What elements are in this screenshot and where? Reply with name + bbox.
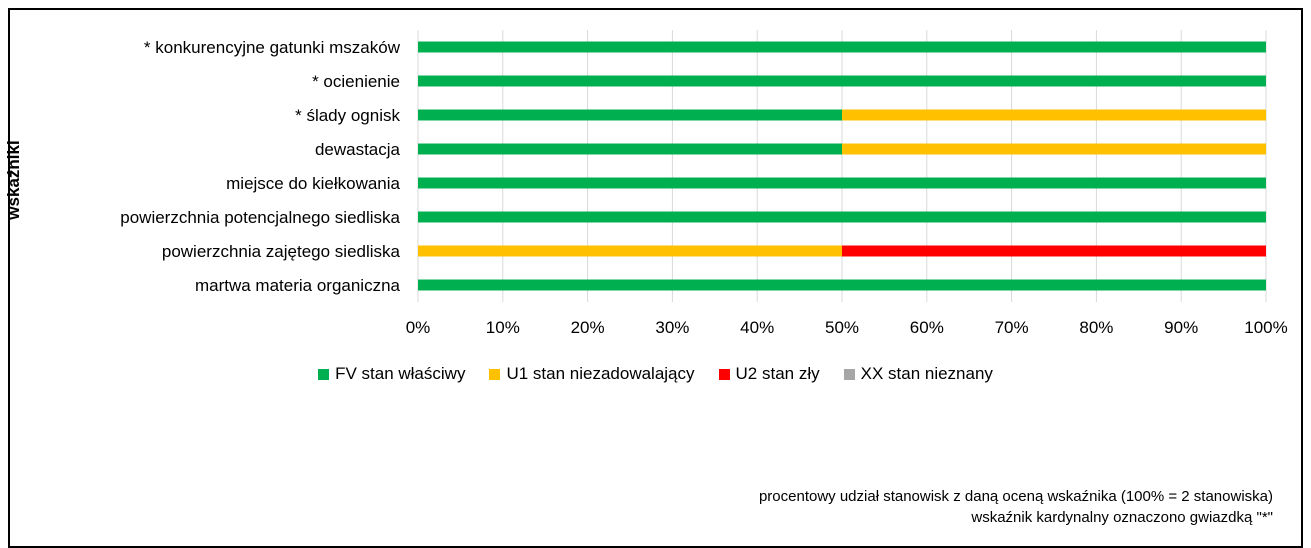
x-tick-label: 30%: [655, 318, 689, 337]
category-label: miejsce do kiełkowania: [226, 174, 400, 193]
legend-item: XX stan nieznany: [843, 364, 993, 384]
category-label: * konkurencyjne gatunki mszaków: [144, 38, 401, 57]
legend-item: FV stan właściwy: [318, 364, 465, 384]
legend-label: U2 stan zły: [735, 364, 820, 383]
legend-swatch: [843, 368, 855, 380]
bar-segment: [842, 245, 1266, 257]
bar-segment: [842, 143, 1266, 155]
x-tick-label: 100%: [1244, 318, 1287, 337]
x-tick-label: 80%: [1079, 318, 1113, 337]
bar-segment: [418, 41, 1266, 53]
x-tick-label: 40%: [740, 318, 774, 337]
legend-swatch: [718, 368, 730, 380]
category-label: powierzchnia zajętego siedliska: [162, 242, 401, 261]
category-label: dewastacja: [315, 140, 401, 159]
category-label: martwa materia organiczna: [195, 276, 401, 295]
legend-swatch: [489, 368, 501, 380]
x-tick-label: 50%: [825, 318, 859, 337]
category-label: * ślady ognisk: [295, 106, 400, 125]
x-tick-label: 10%: [486, 318, 520, 337]
bar-segment: [418, 75, 1266, 87]
legend-item: U1 stan niezadowalający: [489, 364, 695, 384]
legend-label: U1 stan niezadowalający: [506, 364, 695, 383]
bar-segment: [418, 279, 1266, 291]
category-label: * ocienienie: [312, 72, 400, 91]
bar-segment: [418, 143, 842, 155]
legend: FV stan właściwy U1 stan niezadowalający U…: [0, 361, 1311, 387]
chart-plot: 0% 10% 20% 30% 40% 50% 60% 70% 80% 90% 100% * konku…: [120, 30, 1288, 337]
legend-label: XX stan nieznany: [860, 364, 993, 383]
legend-swatch: [318, 368, 330, 380]
note-percent-explanation: procentowy udział stanowisk z daną oceną…: [758, 488, 1273, 505]
bar-segment: [418, 109, 842, 121]
note-cardinal-indicator: wskaźnik kardynalny oznaczono gwiazdką "…: [971, 509, 1273, 526]
bar-segment: [842, 109, 1266, 121]
x-tick-label: 70%: [995, 318, 1029, 337]
category-label: powierzchnia potencjalnego siedliska: [120, 208, 400, 227]
bar-segment: [418, 177, 1266, 189]
legend-label: FV stan właściwy: [335, 364, 466, 383]
chart-frame: [8, 8, 1303, 548]
x-tick-label: 20%: [571, 318, 605, 337]
legend-item: U2 stan zły: [718, 364, 820, 384]
x-tick-label: 90%: [1164, 318, 1198, 337]
bar-segment: [418, 245, 842, 257]
y-axis-label-text: wskaźniki: [4, 140, 23, 220]
bar-segment: [418, 211, 1266, 223]
x-tick-label: 0%: [406, 318, 431, 337]
x-tick-label: 60%: [910, 318, 944, 337]
